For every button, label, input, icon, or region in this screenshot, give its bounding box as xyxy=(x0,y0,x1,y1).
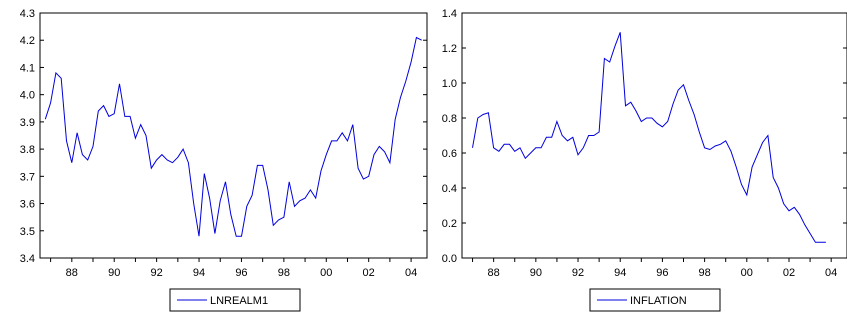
y-tick-label: 3.4 xyxy=(20,253,35,265)
plot-frame xyxy=(461,12,847,259)
x-tick-label: 94 xyxy=(193,267,205,279)
y-tick-label: 4.3 xyxy=(20,8,35,20)
x-tick-label: 00 xyxy=(741,267,753,279)
legend-box xyxy=(169,288,301,312)
x-tick-label: 04 xyxy=(405,267,417,279)
x-tick-label: 88 xyxy=(488,267,500,279)
x-tick-label: 88 xyxy=(66,267,78,279)
y-tick-label: 3.9 xyxy=(20,117,35,129)
y-tick-label: 3.6 xyxy=(20,199,35,211)
x-tick-label: 90 xyxy=(108,267,120,279)
y-tick-label: 0.4 xyxy=(442,183,457,195)
y-tick-label: 1.2 xyxy=(442,43,457,55)
x-tick-label: 02 xyxy=(363,267,375,279)
y-tick-label: 0.8 xyxy=(442,113,457,125)
legend-label: INFLATION xyxy=(630,295,687,307)
y-tick-label: 4.2 xyxy=(20,35,35,47)
x-tick-label: 94 xyxy=(614,267,626,279)
x-tick-label: 98 xyxy=(278,267,290,279)
x-tick-label: 00 xyxy=(320,267,332,279)
y-tick-label: 3.5 xyxy=(20,226,35,238)
x-tick-label: 04 xyxy=(825,267,837,279)
legend-box xyxy=(589,288,721,312)
series-line-inflation xyxy=(472,32,826,243)
x-tick-label: 96 xyxy=(656,267,668,279)
y-tick-label: 1.4 xyxy=(442,8,457,20)
x-tick-label: 02 xyxy=(783,267,795,279)
y-tick-label: 4.0 xyxy=(20,90,35,102)
y-tick-label: 0.0 xyxy=(442,253,457,265)
legend-label: LNREALM1 xyxy=(210,295,268,307)
lnrealm1-chart: 3.4 3.5 3.6 3.7 3.8 3.9 4.0 4.1 4.2 4.3 88 90 92 94 96… xyxy=(20,8,428,312)
x-tick-label: 98 xyxy=(698,267,710,279)
y-tick-label: 0.6 xyxy=(442,148,457,160)
inflation-chart: 0.0 0.2 0.4 0.6 0.8 1.0 1.2 1.4 88 90 92 94 96 98 00 02… xyxy=(442,8,847,312)
y-tick-label: 3.7 xyxy=(20,171,35,183)
series-line-lnrealm1 xyxy=(44,36,422,237)
y-tick-label: 1.0 xyxy=(442,78,457,90)
x-tick-label: 92 xyxy=(572,267,584,279)
x-tick-label: 90 xyxy=(530,267,542,279)
y-tick-label: 0.2 xyxy=(442,218,457,230)
x-tick-label: 92 xyxy=(151,267,163,279)
x-tick-label: 96 xyxy=(235,267,247,279)
y-tick-label: 4.1 xyxy=(20,62,35,74)
y-tick-label: 3.8 xyxy=(20,144,35,156)
plot-frame xyxy=(39,12,428,259)
